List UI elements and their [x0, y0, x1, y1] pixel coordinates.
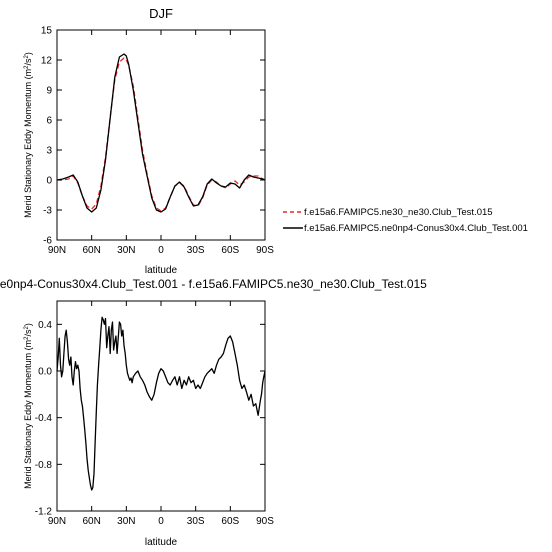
- top-chart-xlabel: latitude: [145, 265, 178, 276]
- xtick-label: 60N: [82, 516, 100, 527]
- ytick-label: 9: [46, 86, 52, 97]
- ytick-label: -0.8: [35, 460, 53, 471]
- legend-label-ne30: f.e15a6.FAMIPC5.ne30_ne30.Club_Test.015: [304, 207, 493, 218]
- ytick-label: 6: [46, 116, 52, 127]
- top-chart-ylabel: Merid Stationary Eddy Momentum (m2/s2): [23, 52, 33, 218]
- xtick-label: 90N: [48, 516, 66, 527]
- ytick-label: 0.4: [38, 320, 52, 331]
- ytick-label: 3: [46, 146, 52, 157]
- bottom-chart-xlabel: latitude: [145, 537, 178, 548]
- xtick-label: 0: [158, 245, 164, 256]
- series-line-0: [56, 316, 266, 491]
- xtick-label: 60S: [221, 245, 239, 256]
- xtick-label: 90N: [48, 245, 66, 256]
- ytick-label: -0.4: [35, 413, 53, 424]
- bottom-chart-ylabel: Merid Stationary Eddy Momentum (m2/s2): [23, 323, 33, 489]
- xtick-label: 30N: [117, 245, 135, 256]
- xtick-label: 60N: [82, 245, 100, 256]
- ytick-label: 0.0: [38, 367, 52, 378]
- top-chart: DJF -6 -3 0 3 6 9 12 15 90N 60N 30N 0 30S 60S 90S lat…: [23, 6, 528, 276]
- top-chart-title: DJF: [149, 6, 173, 21]
- bottom-chart-plot-area: [56, 300, 266, 512]
- ytick-label: 15: [41, 26, 53, 37]
- ytick-label: 12: [41, 56, 53, 67]
- series-line-1: [56, 53, 266, 213]
- ytick-label: -3: [43, 206, 52, 217]
- top-chart-legend: f.e15a6.FAMIPC5.ne30_ne30.Club_Test.015 …: [283, 207, 528, 234]
- xtick-label: 90S: [256, 245, 274, 256]
- xtick-label: 60S: [221, 516, 239, 527]
- ytick-label: -6: [43, 236, 52, 247]
- xtick-label: 30S: [187, 516, 205, 527]
- ytick-label: -1.2: [35, 507, 53, 518]
- bottom-chart-title: f.e15a6.FAMIPC5.ne0np4-Conus30x4.Club_Te…: [0, 277, 427, 291]
- xtick-label: 90S: [256, 516, 274, 527]
- xtick-label: 0: [158, 516, 164, 527]
- bottom-chart: f.e15a6.FAMIPC5.ne0np4-Conus30x4.Club_Te…: [0, 277, 427, 548]
- xtick-label: 30N: [117, 516, 135, 527]
- ytick-label: 0: [46, 176, 52, 187]
- series-line-0: [57, 57, 266, 212]
- legend-label-conus: f.e15a6.FAMIPC5.ne0np4-Conus30x4.Club_Te…: [304, 223, 528, 234]
- xtick-label: 30S: [187, 245, 205, 256]
